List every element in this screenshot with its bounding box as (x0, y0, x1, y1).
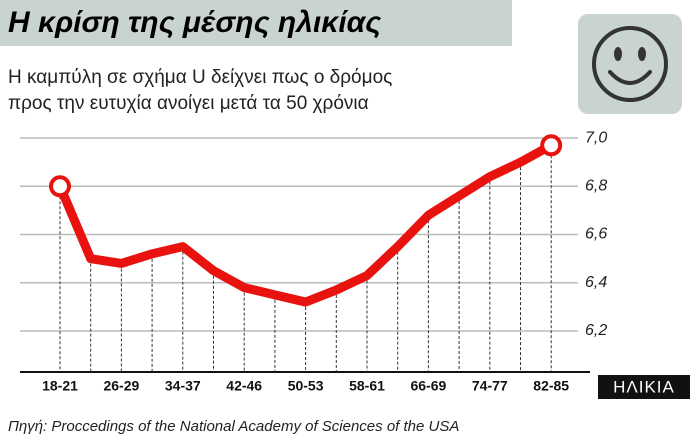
y-tick-label: 6,2 (585, 322, 607, 339)
x-tick-label: 26-29 (103, 378, 139, 394)
x-tick-label: 74-77 (472, 378, 508, 394)
end-marker (49, 175, 71, 198)
subtitle: προς την ευτυχία ανοίγει μετά τα 50 χρόν… (8, 93, 369, 114)
y-tick-label: 6,8 (585, 178, 607, 195)
y-tick-label: 6,4 (585, 274, 607, 291)
source: Πηγή: Proccedings of the National Academ… (8, 418, 459, 435)
y-tick-label: 6,6 (585, 226, 607, 243)
x-tick-label: 18-21 (42, 378, 78, 394)
axis-label-box (598, 375, 690, 399)
x-tick-label: 82-85 (533, 378, 569, 394)
x-tick-label: 42-46 (226, 378, 262, 394)
x-tick-label: 58-61 (349, 378, 385, 394)
x-tick-label: 34-37 (165, 378, 201, 394)
end-marker (540, 134, 563, 157)
smiley-icon (578, 14, 682, 114)
x-axis-label: ΗΛΙΚΙΑ (613, 377, 675, 396)
chart-title: Η κρίση της μέσης ηλικίας (8, 6, 381, 39)
x-tick-label: 50-53 (288, 378, 324, 394)
data-line (55, 140, 556, 307)
subtitle: Η καμπύλη σε σχήμα U δείχνει πως ο δρόμο… (8, 67, 392, 88)
y-tick-label: 7,0 (585, 129, 607, 146)
title-band (0, 0, 512, 46)
x-tick-label: 66-69 (410, 378, 446, 394)
